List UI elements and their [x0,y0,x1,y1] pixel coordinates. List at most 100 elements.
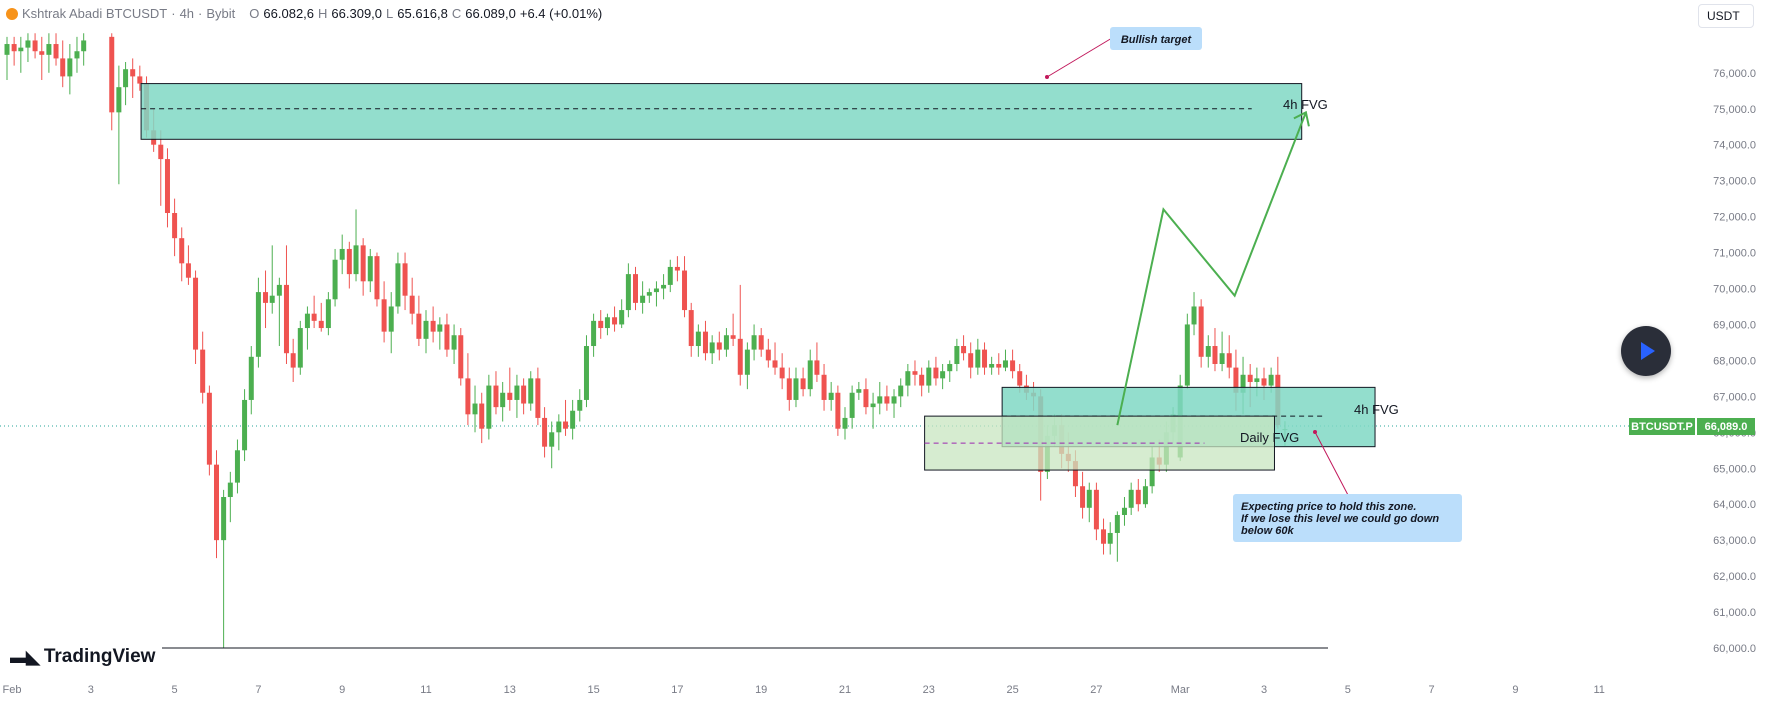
candle-body [263,292,269,303]
candle-body [898,385,904,397]
candle-body [800,378,806,390]
candle-body [682,270,688,311]
y-tick-label: 71,000.0 [1713,248,1756,260]
candle [842,407,848,440]
candle [269,245,275,314]
y-tick-label: 74,000.0 [1713,140,1756,152]
candle [702,320,708,361]
y-tick-label: 62,000.0 [1713,571,1756,583]
candle-body [695,331,701,347]
candle [940,363,946,390]
candle [263,270,269,329]
candle [898,378,904,408]
candle-body [1017,371,1023,386]
candle-body [67,58,73,77]
currency-button[interactable]: USDT [1698,4,1754,28]
candle [570,399,576,440]
candle [542,407,548,458]
candle-body [158,144,164,160]
candle-body [556,421,562,433]
currency-label: USDT [1707,9,1740,23]
candle-body [919,374,925,386]
y-tick-label: 72,000.0 [1713,212,1756,224]
candle [242,389,248,462]
bitcoin-logo-icon [6,7,18,20]
close-label: C [451,6,462,21]
candle [982,342,988,375]
candle-body [472,403,478,415]
candle-body [486,385,492,429]
bullish-target-box[interactable] [1110,27,1202,50]
candle-body [11,44,17,52]
candle-body [164,159,170,214]
fvg-4h-bottom-label: 4h FVG [1354,402,1399,417]
candle [67,44,73,95]
candle-body [4,44,10,55]
candle [409,277,415,325]
candle [730,313,736,347]
replay-button[interactable] [1621,326,1671,376]
candle-body [661,284,667,289]
note-box[interactable] [1233,494,1462,542]
candle [39,36,45,80]
fvg-4h-top-zone[interactable] [140,83,1303,140]
candle [653,281,659,307]
candle [793,367,799,408]
candle [185,245,191,285]
candle-body [297,328,303,368]
candle [954,338,960,372]
candle [11,36,17,66]
open-label: O [249,6,260,21]
candle [1184,313,1190,390]
candle-body [200,349,206,393]
candle [1121,497,1127,526]
candle-body [444,324,450,350]
note-anchor [1313,430,1317,434]
candle-body [1080,486,1086,508]
candle-body [542,417,548,447]
candle-body [493,385,499,408]
candle [116,65,122,185]
symbol-header[interactable]: Kshtrak Abadi BTCUSDT · 4h · Bybit O 66.0… [6,6,602,21]
candle [695,324,701,357]
candle [200,331,206,404]
candle-body [653,288,659,293]
candle-body [332,259,338,300]
candle-body [751,335,757,350]
candle [807,349,813,397]
candle-body [570,410,576,429]
candle [947,360,953,382]
candle [227,471,233,523]
candle-body [1107,532,1113,544]
candle-body [360,245,366,282]
candle-body [416,313,422,339]
bullish-target-anchor [1045,75,1049,79]
tradingview-wordmark: TradingView [43,646,156,667]
candle [360,238,366,296]
candle [556,414,562,451]
candle-body [1002,360,1008,368]
candle-body [193,277,199,350]
candle [933,356,939,386]
x-tick-label: 27 [1090,684,1102,696]
candle [961,335,967,361]
candle [109,33,115,131]
candle-body [507,392,513,400]
candle [81,33,87,66]
symbol-name[interactable]: Kshtrak Abadi BTCUSDT [22,6,168,21]
tradingview-branding[interactable]: ▬◣ TradingView [10,646,155,668]
candle-body [1212,346,1218,364]
candle-body [1086,489,1092,508]
candle-body [779,367,785,379]
candle [667,259,673,293]
candle-body [877,396,883,404]
change-value: +6.4 (+0.01%) [519,6,603,21]
timeframe[interactable]: 4h [179,6,195,21]
candle [458,328,464,386]
candle-body [185,263,191,278]
candle [123,62,129,106]
candle [521,378,527,415]
candle [1226,335,1232,379]
projection-path[interactable] [1116,111,1307,426]
